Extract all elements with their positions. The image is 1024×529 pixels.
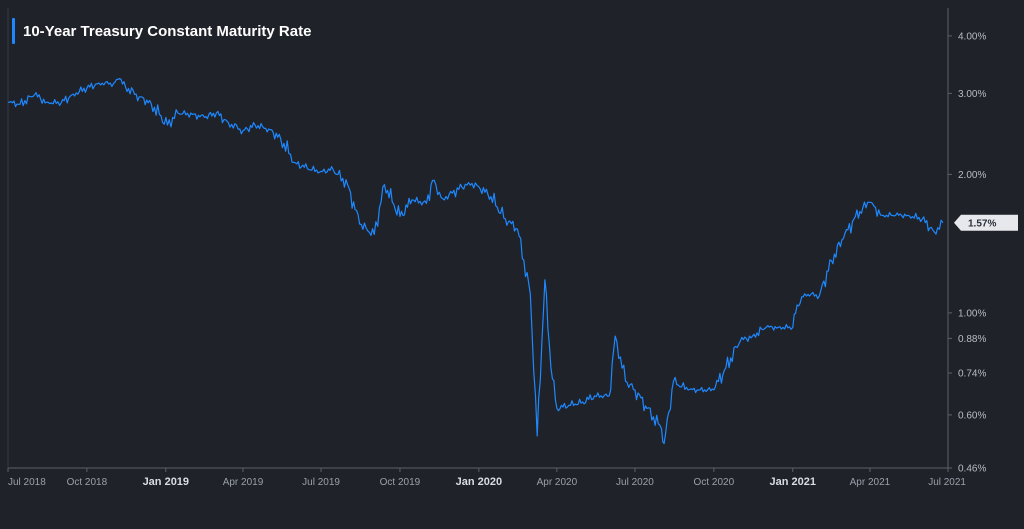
- x-tick-label: Jan 2019: [143, 476, 189, 488]
- y-tick-label: 0.60%: [958, 410, 986, 421]
- series-line[interactable]: [7, 78, 944, 445]
- last-value-badge: [954, 214, 1018, 231]
- y-tick-label: 2.00%: [958, 170, 986, 181]
- x-tick-label: Oct 2020: [694, 477, 735, 488]
- chart-title: 10-Year Treasury Constant Maturity Rate: [23, 22, 312, 40]
- x-tick-label: Jul 2021: [928, 477, 966, 488]
- x-tick-label: Jan 2021: [770, 476, 816, 488]
- series-group: [7, 78, 944, 445]
- x-tick-label: Jan 2020: [456, 476, 502, 488]
- title-block: 10-Year Treasury Constant Maturity Rate: [12, 18, 311, 44]
- x-tick-label: Apr 2020: [537, 477, 578, 488]
- y-tick-label: 4.00%: [958, 31, 986, 42]
- y-axis-ticks: 4.00% 3.00% 2.00% 1.00% 0.88% 0.74% 0.60% 0.46%: [948, 31, 986, 475]
- y-tick-label: 0.88%: [958, 334, 986, 345]
- x-tick-label: Jul 2020: [616, 477, 654, 488]
- y-tick-label: 0.46%: [958, 464, 986, 475]
- x-tick-label: Jul 2018: [8, 477, 46, 488]
- y-tick-label: 1.00%: [958, 308, 986, 319]
- x-tick-label: Apr 2019: [223, 477, 264, 488]
- axes: [7, 8, 949, 469]
- x-axis-ticks: Jul 2018 Oct 2018 Jan 2019 Apr 2019 Jul 2019…: [7, 468, 966, 488]
- y-tick-label: 0.74%: [958, 369, 986, 380]
- x-tick-label: Apr 2021: [850, 477, 891, 488]
- x-tick-label: Jul 2019: [302, 477, 340, 488]
- x-tick-label: Oct 2019: [380, 477, 421, 488]
- y-tick-label: 3.00%: [958, 89, 986, 100]
- last-value-group: 1.57%: [954, 214, 1018, 231]
- x-tick-label: Oct 2018: [67, 477, 108, 488]
- title-accent-bar: [12, 18, 15, 44]
- last-value-label: 1.57%: [968, 218, 996, 229]
